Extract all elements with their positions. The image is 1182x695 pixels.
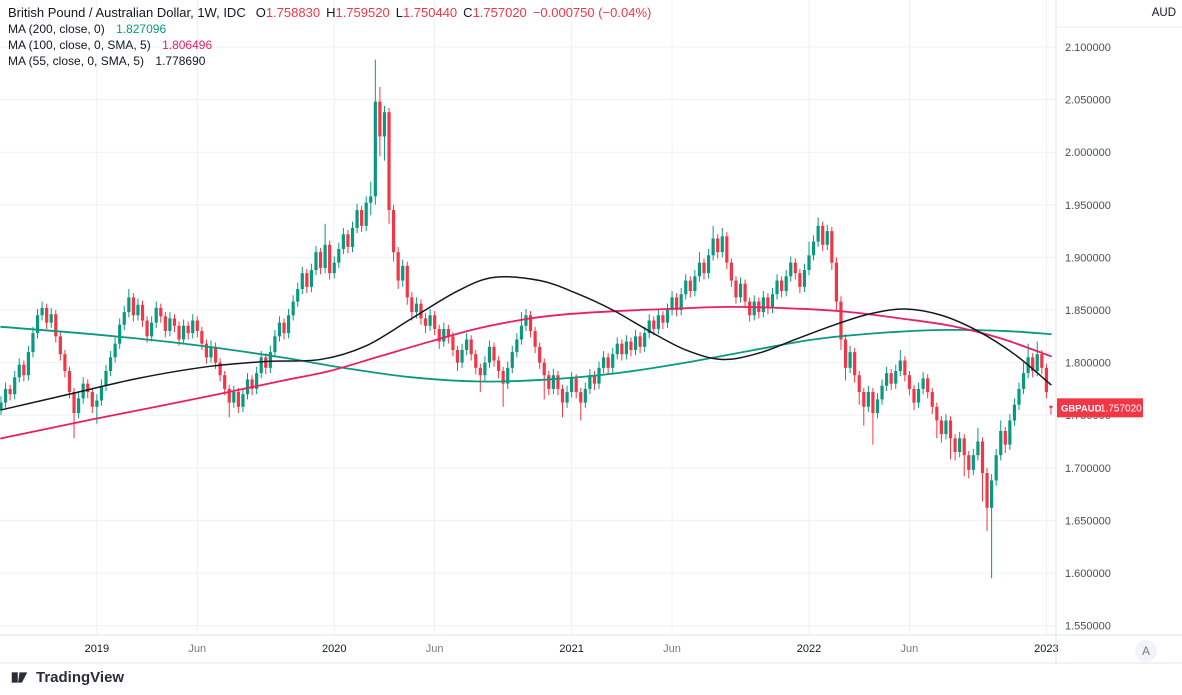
indicator-value-1: 1.806496 [162,38,213,52]
symbol-title[interactable]: British Pound / Australian Dollar, 1W, I… [8,5,246,20]
time-tick-label: 2021 [559,643,583,655]
close-label: C [463,5,473,20]
price-tick-label: 1.550000 [1065,621,1111,633]
svg-text:1.757020: 1.757020 [1100,403,1142,414]
indicator-value-0: 1.827096 [116,22,167,36]
tradingview-logo[interactable]: TradingView [10,668,124,687]
price-tick-label: 2.050000 [1065,95,1111,107]
high-value: 1.759520 [335,5,390,20]
indicator-row-ma100[interactable]: MA (100, close, 0, SMA, 5) 1.806496 [8,37,651,53]
axes[interactable]: 2.100000 2.050000 2.000000 1.950000 1.900000… [0,0,1182,664]
low-label: L [395,5,403,20]
low-value: 1.750440 [402,5,458,20]
price-tick-label: 1.900000 [1065,252,1111,264]
time-tick-label: Jun [663,643,681,655]
price-tick-label: 1.600000 [1065,568,1111,580]
price-tick-label: 1.650000 [1065,515,1111,527]
tradingview-logo-text: TradingView [36,669,125,686]
ma-line-MA100[interactable] [0,305,1052,440]
time-tick-label: 2019 [85,643,109,655]
indicator-label: MA (200, close, 0) [8,22,105,36]
moving-average-lines [0,276,1052,440]
ma-line-MA200[interactable] [0,325,1052,383]
change-value: −0.000750 (−0.04%) [532,5,652,20]
price-tick-label: 1.700000 [1065,463,1111,475]
open-value: 1.758830 [265,5,321,20]
ma-line-MA55[interactable] [0,276,1052,411]
price-tick-label: 2.000000 [1065,147,1111,159]
svg-text:GBPAUD: GBPAUD [1061,403,1102,414]
indicator-value-2: 1.778690 [155,54,206,68]
indicator-label: MA (55, close, 0, SMA, 5) [8,54,145,68]
auto-scale-button[interactable]: A [1135,640,1157,662]
indicator-row-ma200[interactable]: MA (200, close, 0) 1.827096 [8,21,651,37]
price-tick-label: 1.950000 [1065,200,1111,212]
high-label: H [326,5,336,20]
price-axis-currency-label[interactable]: AUD [1152,7,1176,19]
candlestick-series [0,59,1053,579]
time-tick-label: 2023 [1034,643,1058,655]
time-tick-label: Jun [901,643,919,655]
symbol-info-row: British Pound / Australian Dollar, 1W, I… [8,5,651,21]
time-tick-label: 2022 [797,643,821,655]
open-label: O [255,5,266,20]
indicator-label: MA (100, close, 0, SMA, 5) [8,38,151,52]
indicator-row-ma55[interactable]: MA (55, close, 0, SMA, 5) 1.778690 [8,53,651,69]
time-tick-label: Jun [426,643,444,655]
time-tick-label: 2020 [322,643,346,655]
price-tick-label: 1.850000 [1065,305,1111,317]
chart-legend: British Pound / Australian Dollar, 1W, I… [8,5,651,69]
price-tick-label: 1.800000 [1065,358,1111,370]
tradingview-icon [11,672,28,683]
close-value: 1.757020 [472,5,527,20]
price-tick-label: 2.100000 [1065,42,1111,54]
time-tick-label: Jun [188,643,206,655]
